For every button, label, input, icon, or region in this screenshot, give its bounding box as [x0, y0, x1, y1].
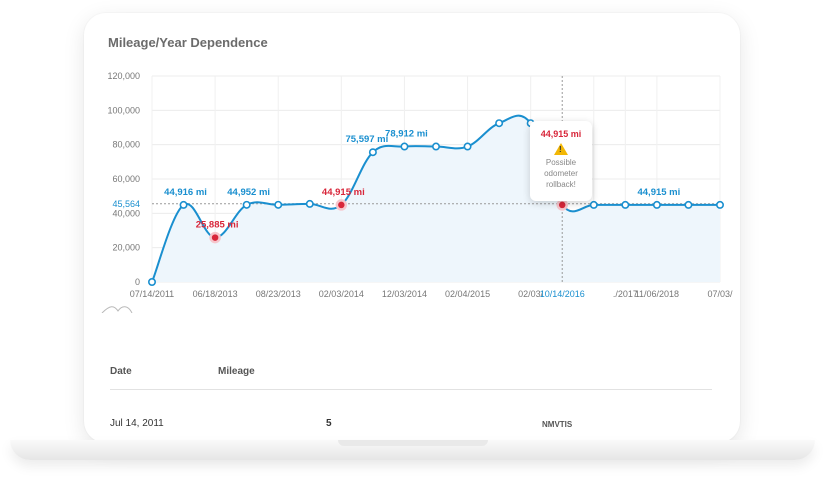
- x-tick-label: 10/14/2016: [540, 289, 585, 299]
- row-mileage: 5: [326, 418, 332, 429]
- y-tick-label: 20,000: [112, 243, 140, 253]
- data-point[interactable]: [589, 200, 598, 209]
- data-point[interactable]: [715, 200, 724, 209]
- data-point[interactable]: [242, 200, 251, 209]
- y-tick-label: 100,000: [107, 105, 140, 115]
- mileage-chart: 45,564 44,916 mi 25,885 mi 44,952 mi 44,915…: [101, 71, 733, 313]
- x-tick-label: 12/03/2014: [382, 289, 427, 299]
- anomaly-point[interactable]: [556, 199, 568, 211]
- row-source: NMVTIS: [542, 420, 573, 429]
- data-label: 44,915 mi: [637, 187, 680, 198]
- data-point[interactable]: [684, 200, 693, 209]
- warning-icon: !: [554, 143, 568, 155]
- data-point[interactable]: [274, 200, 283, 209]
- anomaly-point[interactable]: [209, 231, 221, 244]
- x-tick-label: 08/23/2013: [256, 289, 301, 299]
- anomaly-point[interactable]: [335, 199, 348, 211]
- laptop-notch: [338, 440, 488, 446]
- y-tick-label: 60,000: [112, 174, 140, 184]
- x-tick-label: ./2017: [613, 289, 638, 299]
- data-point[interactable]: [368, 148, 377, 157]
- data-point[interactable]: [400, 142, 409, 151]
- data-label: 44,915 mi: [322, 187, 365, 198]
- data-label: 25,885 mi: [196, 220, 239, 231]
- laptop-base: [10, 440, 815, 460]
- data-label: 44,916 mi: [164, 187, 207, 198]
- data-point[interactable]: [495, 119, 504, 128]
- data-point[interactable]: [621, 200, 630, 209]
- y-tick-label: 0: [135, 277, 140, 287]
- x-tick-label: 02/04/2015: [445, 289, 490, 299]
- reference-line-label: 45,564: [112, 199, 140, 209]
- x-tick-label: 07/03/: [707, 289, 733, 299]
- chart-title: Mileage/Year Dependence: [108, 35, 268, 50]
- x-tick-label: 02/03/: [518, 289, 544, 299]
- column-header-date: Date: [110, 366, 132, 377]
- mileage-card: Mileage/Year Dependence 45,564 44,916 mi…: [84, 13, 740, 443]
- table-divider: [110, 389, 712, 390]
- data-label: 78,912 mi: [385, 129, 428, 140]
- data-point[interactable]: [305, 199, 314, 208]
- tooltip-message: Possible odometer rollback!: [544, 158, 578, 189]
- y-tick-label: 80,000: [112, 140, 140, 150]
- row-date: Jul 14, 2011: [110, 418, 164, 429]
- y-tick-label: 40,000: [112, 208, 140, 218]
- data-point[interactable]: [179, 200, 188, 209]
- data-point[interactable]: [148, 277, 157, 286]
- data-point[interactable]: [463, 142, 472, 151]
- mini-sparkline-icon: [101, 306, 133, 313]
- tooltip-value: 44,915 mi: [540, 129, 582, 139]
- x-tick-label: 06/18/2013: [193, 289, 238, 299]
- data-label: 44,952 mi: [227, 187, 270, 198]
- column-header-mileage: Mileage: [218, 366, 255, 377]
- data-point[interactable]: [431, 142, 440, 151]
- rollback-tooltip: 44,915 mi ! Possible odometer rollback!: [530, 121, 592, 201]
- chart-area-fill: [152, 115, 720, 282]
- x-tick-label: 11/06/2018: [635, 289, 679, 299]
- y-tick-label: 120,000: [107, 71, 140, 81]
- data-label: 75,597 mi: [345, 134, 388, 145]
- x-tick-label: 02/03/2014: [319, 289, 364, 299]
- data-point[interactable]: [652, 200, 661, 209]
- x-tick-label: 07/14/2011: [130, 289, 174, 299]
